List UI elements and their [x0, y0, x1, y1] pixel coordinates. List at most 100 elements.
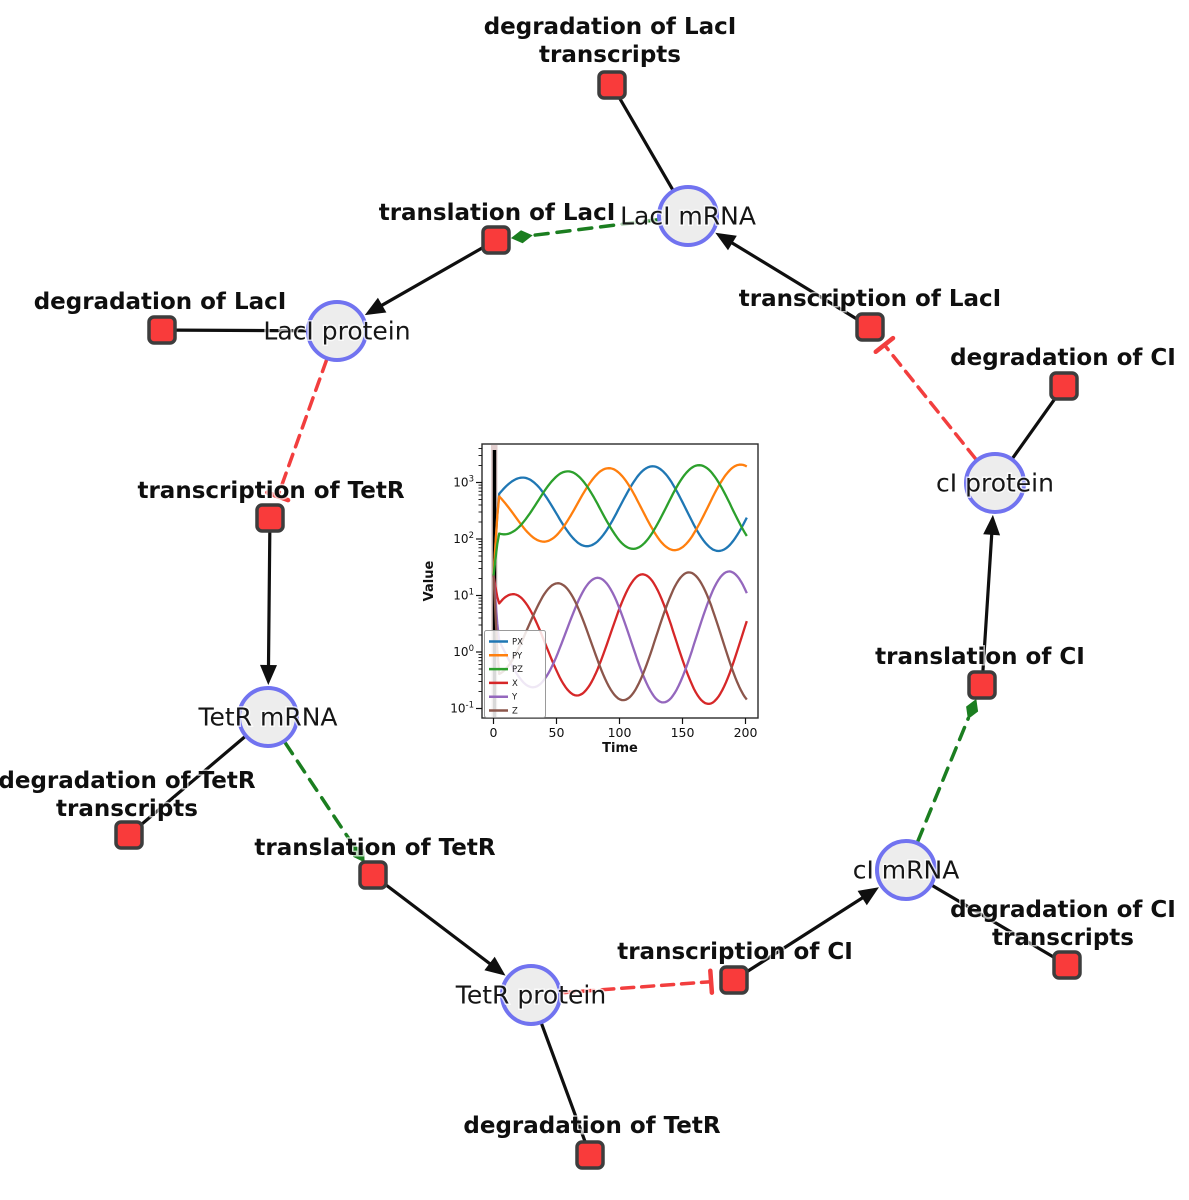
edge-transl_cI-cI_protein	[981, 514, 1001, 672]
reaction-label-transl_lacI: translation of LacI	[379, 200, 616, 226]
species-node-lacI_mRNA[interactable]	[657, 185, 719, 247]
species-node-cI_mRNA[interactable]	[875, 839, 937, 901]
edge-cI_mRNA-deg_cI_tx	[931, 884, 1056, 960]
reaction-label-transl_cI: translation of CI	[875, 644, 1085, 670]
y-tick-label: 10-1	[450, 701, 474, 716]
modifier-diamond-icon	[966, 698, 979, 720]
arrowhead-icon	[715, 232, 737, 251]
inhibitor-tee-icon	[708, 968, 715, 995]
species-label-lacI_mRNA: LacI mRNA	[620, 202, 756, 231]
x-tick-label: 200	[734, 725, 758, 740]
reaction-label-txn_tetR: transcription of TetR	[137, 478, 404, 504]
product-edge-line	[383, 882, 492, 966]
reaction-node-deg_cI[interactable]	[1049, 371, 1079, 401]
edge-tetR_protein-deg_tetR	[540, 1022, 587, 1143]
chart-legend: PX PY PZ XYZ	[484, 630, 546, 718]
reaction-label-deg_cI_tx-line1: degradation of CI	[950, 897, 1176, 923]
reactant-edge-line	[175, 328, 308, 333]
edge-lacI_protein-deg_lacI	[175, 328, 308, 333]
product-edge-line	[744, 896, 864, 974]
x-tick-label: 150	[671, 725, 695, 740]
inhibitor-edge-line	[882, 343, 978, 461]
edge-tetR_protein-txn_cI	[560, 968, 715, 995]
reaction-label-deg_lacI: degradation of LacI	[34, 289, 287, 315]
x-tick-label: 50	[549, 725, 565, 740]
reaction-node-transl_tetR[interactable]	[358, 860, 388, 890]
product-edge-line	[730, 241, 859, 321]
reaction-node-deg_lacI[interactable]	[147, 315, 177, 345]
reaction-label-transl_tetR: translation of TetR	[254, 835, 495, 861]
series-curve-X	[492, 573, 748, 706]
reaction-node-transl_lacI[interactable]	[481, 225, 511, 255]
reaction-node-txn_cI[interactable]	[719, 965, 749, 995]
species-node-lacI_protein[interactable]	[306, 300, 368, 362]
legend-label-X: X	[512, 679, 518, 689]
arrowhead-icon	[260, 664, 277, 685]
inset-chart: 0 50 100 150 20010310210110010-1TimeValuePXP…	[422, 443, 759, 756]
y-tick-label: 101	[453, 588, 474, 603]
y-tick-label: 103	[453, 475, 474, 490]
legend-label-Y: Y	[511, 693, 518, 703]
legend-label-PY: PY	[512, 651, 523, 661]
legend-label-PX: PX	[512, 638, 523, 648]
reaction-node-deg_lacI_tx[interactable]	[597, 70, 627, 100]
species-label-cI_mRNA: cI mRNA	[853, 856, 960, 885]
product-edge-line	[981, 533, 994, 672]
edge-lacI_protein-txn_tetR	[265, 358, 329, 503]
modifier-edge-line	[283, 741, 355, 847]
reaction-label-deg_cI_tx-line2: transcripts	[992, 925, 1134, 951]
arrowhead-icon	[484, 956, 506, 976]
y-axis-label: Value	[422, 560, 437, 601]
edge-cI_protein-deg_cI	[1011, 396, 1057, 460]
reactant-edge-line	[1011, 396, 1057, 460]
modifier-diamond-icon	[510, 230, 533, 244]
reaction-node-transl_cI[interactable]	[967, 670, 997, 700]
x-tick-label: 100	[608, 725, 632, 740]
edge-transl_lacI-lacI_protein	[364, 245, 485, 316]
edge-cI_protein-txn_lacI	[873, 335, 978, 461]
arrowhead-icon	[983, 514, 1001, 536]
edge-transl_tetR-tetR_protein	[383, 882, 506, 976]
legend-label-PZ: PZ	[512, 665, 523, 675]
product-edge-line	[380, 245, 485, 307]
series-curve-PZ	[492, 464, 748, 576]
species-label-tetR_mRNA: TetR mRNA	[197, 703, 337, 732]
species-label-cI_protein: cI protein	[936, 469, 1054, 498]
legend-label-Z: Z	[512, 707, 518, 717]
edge-tetR_mRNA-deg_tetR_tx	[138, 735, 246, 827]
modifier-edge-line	[529, 218, 659, 238]
reaction-label-txn_cI: transcription of CI	[617, 939, 853, 965]
reaction-node-txn_lacI[interactable]	[855, 312, 885, 342]
edge-txn_tetR-tetR_mRNA	[260, 531, 277, 685]
reaction-node-deg_cI_tx[interactable]	[1052, 950, 1082, 980]
species-node-cI_protein[interactable]	[964, 452, 1026, 514]
edge-txn_cI-cI_mRNA	[744, 887, 879, 974]
series-curve-PY	[492, 463, 748, 576]
species-node-tetR_protein[interactable]	[500, 964, 562, 1026]
edge-txn_lacI-lacI_mRNA	[715, 232, 859, 321]
reaction-node-deg_tetR_tx[interactable]	[114, 820, 144, 850]
reaction-label-txn_lacI: transcription of LacI	[739, 286, 1002, 312]
inhibitor-tee-icon	[873, 335, 896, 355]
modifier-diamond-icon	[352, 844, 365, 863]
species-node-tetR_mRNA[interactable]	[237, 686, 299, 748]
reactant-edge-line	[540, 1022, 587, 1143]
inhibitor-edge-line	[276, 358, 329, 499]
species-label-tetR_protein: TetR protein	[455, 981, 606, 1010]
inhibitor-tee-icon	[265, 490, 291, 503]
reaction-label-deg_lacI_tx-line2: transcripts	[539, 42, 681, 68]
reaction-node-txn_tetR[interactable]	[255, 503, 285, 533]
edge-lacI_mRNA-deg_lacI_tx	[617, 96, 675, 191]
reaction-node-deg_tetR[interactable]	[575, 1140, 605, 1170]
arrowhead-icon	[857, 887, 879, 906]
reaction-label-deg_tetR_tx-line2: transcripts	[56, 796, 198, 822]
nodes-layer	[114, 70, 1082, 1170]
series-curve-PX	[492, 465, 748, 576]
reactant-edge-line	[138, 735, 246, 827]
x-tick-label: 0	[490, 725, 498, 740]
product-edge-line	[266, 531, 272, 667]
reactant-edge-line	[617, 96, 675, 191]
x-axis-label: Time	[602, 741, 638, 756]
